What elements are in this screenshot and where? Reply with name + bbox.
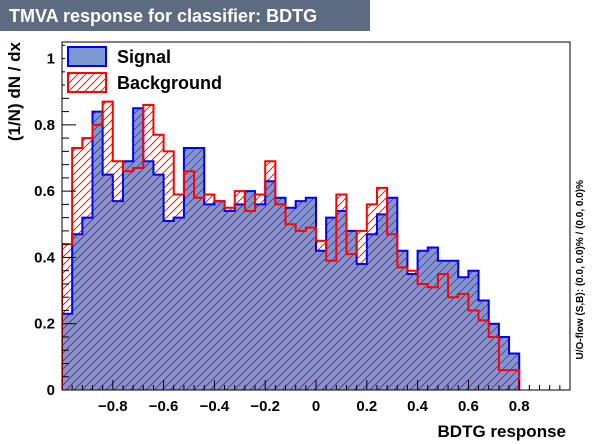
x-tick-label: 0.2 [356, 398, 377, 415]
legend-swatch-background [67, 72, 107, 93]
signal-hatch-bar [224, 211, 236, 390]
signal-hatch-bar [163, 220, 175, 390]
y-tick-label: 0 [47, 382, 55, 399]
histogram-layer [62, 100, 521, 390]
signal-hatch-bar [305, 197, 317, 390]
y-tick-label: 0.2 [34, 316, 55, 333]
overflow-note: U/O-flow (S,B): (0.0, 0.0)% / (0.0, 0.0)… [575, 180, 586, 360]
signal-hatch-bar [397, 250, 408, 390]
signal-hatch-bar [204, 204, 215, 390]
signal-hatch-bar [143, 161, 154, 390]
signal-hatch-bar [376, 214, 388, 390]
x-tick-label: 0 [312, 398, 320, 415]
title-banner [0, 0, 370, 31]
legend: Signal Background [65, 44, 243, 96]
signal-hatch-bar [194, 148, 205, 390]
legend-label-signal: Signal [117, 47, 171, 67]
background-outline [62, 100, 521, 390]
signal-hatch-bar [295, 201, 307, 390]
y-tick-label: 1 [47, 51, 55, 68]
signal-hatch-bar [214, 201, 225, 390]
legend-swatch-signal [67, 46, 107, 67]
signal-hatch-bar [92, 111, 104, 390]
x-tick-label: −0.2 [250, 398, 280, 415]
x-tick-label: −0.4 [200, 398, 230, 415]
chart-title: TMVA response for classifier: BDTG [9, 6, 317, 26]
x-tick-label: −0.6 [149, 398, 179, 415]
signal-hatch-bar [326, 217, 337, 390]
signal-hatch-bar [366, 234, 378, 390]
signal-hatch-bar [509, 353, 520, 390]
signal-hatch-bar [498, 336, 510, 390]
signal-hatch-bar [356, 264, 368, 390]
signal-hatch-bar [336, 211, 347, 390]
x-tick-label: 0.8 [509, 398, 530, 415]
signal-hatch-bar [478, 300, 490, 390]
signal-hatch-bar [173, 217, 185, 390]
signal-hatch-bar [82, 217, 93, 390]
signal-hatch-bar [153, 174, 164, 390]
signal-hatch-bar [488, 323, 500, 390]
y-axis-title: (1/N) dN / dx [5, 41, 24, 141]
y-tick-label: 0.8 [34, 117, 55, 134]
tick-layer: −0.8 −0.6 −0.4 −0.2 0 0.2 0.4 0.6 0.8 0 0.2 0.4 0.6 0… [34, 44, 571, 415]
signal-hatch-bar [234, 204, 246, 390]
signal-hatch-bar [183, 148, 195, 390]
signal-hatch-bar [468, 270, 479, 390]
signal-hatch-bar [316, 250, 327, 390]
signal-hatch-bar [387, 197, 398, 390]
y-tick-label: 0.4 [34, 249, 56, 266]
signal-hatch-bar [102, 174, 114, 390]
signal-hatch-bar [112, 201, 124, 390]
signal-hatch-bar [133, 108, 144, 390]
x-axis-title: BDTG response [438, 422, 566, 441]
legend-label-background: Background [117, 73, 222, 93]
x-tick-label: 0.6 [458, 398, 479, 415]
signal-hatch-bar [255, 204, 266, 390]
signal-hatch-bar [122, 161, 134, 390]
signal-hatch-bar [275, 197, 286, 390]
signal-hatch-bar [427, 247, 439, 390]
signal-hatch-bar [244, 191, 256, 390]
signal-hatch-bar [265, 181, 276, 390]
signal-hatch-bar [72, 234, 83, 390]
y-tick-label: 0.6 [34, 183, 55, 200]
signal-hatch-bar [448, 260, 459, 390]
signal-hatch-bar [458, 277, 469, 390]
signal-hatch-bar [437, 260, 449, 390]
signal-hatch-bar [62, 313, 73, 390]
signal-outline [62, 107, 521, 390]
x-tick-label: 0.4 [407, 398, 429, 415]
signal-hatch-bar [285, 207, 297, 390]
x-tick-label: −0.8 [98, 398, 128, 415]
signal-hatch-bar [417, 250, 429, 390]
signal-hatch-bar [407, 274, 418, 390]
signal-hatch-bar [346, 230, 358, 390]
